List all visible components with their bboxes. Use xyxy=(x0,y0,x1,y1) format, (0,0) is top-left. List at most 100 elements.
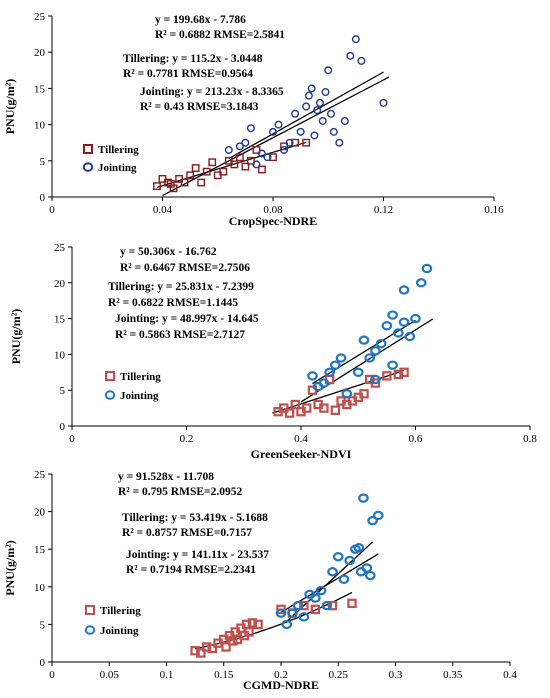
data-point xyxy=(290,399,300,410)
data-point xyxy=(201,642,212,652)
legend-swatch xyxy=(82,162,94,172)
data-point xyxy=(280,142,288,151)
y-tick-label: 10 xyxy=(34,120,46,132)
data-point xyxy=(340,116,349,125)
equation-text: R² = 0.7781 RMSE=0.9564 xyxy=(123,68,253,80)
data-point xyxy=(241,162,250,171)
x-tick-label: 0 xyxy=(49,204,55,216)
data-point xyxy=(197,178,206,187)
data-point xyxy=(399,367,409,378)
data-point xyxy=(398,317,410,327)
x-axis-label: CropSpec-NDRE xyxy=(229,214,317,228)
data-point xyxy=(346,51,355,60)
data-point xyxy=(387,360,398,370)
data-point xyxy=(318,116,327,125)
data-point xyxy=(275,608,287,618)
equation-text: y = 91.528x - 11.708 xyxy=(118,471,214,483)
data-point xyxy=(230,160,239,169)
data-point xyxy=(296,127,305,136)
data-point xyxy=(315,585,327,596)
data-point xyxy=(302,102,311,111)
data-point xyxy=(244,627,254,637)
data-point xyxy=(279,403,289,413)
data-point xyxy=(287,608,298,618)
legend-swatch xyxy=(104,390,116,400)
equation-text: R² = 0.795 RMSE=2.0952 xyxy=(118,486,242,498)
x-tick-label: 0.4 xyxy=(294,433,308,445)
equation-text: Tillering: y = 115.2x - 3.0448 xyxy=(123,53,263,65)
data-point xyxy=(382,371,392,381)
y-tick-label: 10 xyxy=(34,582,46,594)
legend-swatch xyxy=(105,371,115,381)
data-point xyxy=(202,167,211,176)
x-tick-label: 0.1 xyxy=(160,669,174,681)
data-point xyxy=(180,178,189,187)
data-point xyxy=(313,106,322,115)
data-point xyxy=(291,109,300,118)
x-tick-label: 0.8 xyxy=(523,433,537,445)
data-point xyxy=(353,542,365,553)
x-tick-label: 0.35 xyxy=(443,669,463,681)
equation-text: Tillering: y = 25.831x - 7.2399 xyxy=(108,281,254,293)
data-point xyxy=(190,646,200,656)
data-point xyxy=(291,138,299,147)
data-point xyxy=(364,353,375,363)
data-point xyxy=(224,145,233,154)
data-point xyxy=(344,555,355,566)
y-tick-label: 25 xyxy=(34,11,46,23)
data-point xyxy=(373,510,384,521)
y-tick-label: 15 xyxy=(54,314,66,326)
data-point xyxy=(421,263,433,274)
data-point xyxy=(338,574,350,584)
equation-text: R² = 0.6822 RMSE=1.1445 xyxy=(108,297,238,309)
data-point xyxy=(358,335,370,345)
data-point xyxy=(186,171,195,180)
data-point xyxy=(347,598,357,609)
data-point xyxy=(310,131,319,140)
data-point xyxy=(357,56,366,65)
equation-text: y = 199.68x - 7.786 xyxy=(155,14,246,26)
data-point xyxy=(330,405,341,415)
chart-1: 0 5 10 15 20 25 0 0.04 0.08 0.12 0.16 CropSpec-NDRE… xyxy=(3,11,504,228)
data-point xyxy=(207,643,217,654)
y-tick-label: 5 xyxy=(40,156,46,168)
data-point xyxy=(310,593,321,603)
data-point xyxy=(285,138,294,147)
equation-text: R² = 0.6882 RMSE=2.5841 xyxy=(155,29,285,41)
y-tick-label: 20 xyxy=(34,507,46,519)
data-point xyxy=(191,164,200,172)
legend-swatch xyxy=(84,625,96,635)
data-point xyxy=(281,619,293,630)
equation-text: Jointing: y = 141.11x - 23.537 xyxy=(126,549,269,561)
fit-line xyxy=(162,76,390,197)
y-tick-label: 5 xyxy=(60,385,66,397)
data-point xyxy=(252,146,261,154)
data-point xyxy=(208,158,217,167)
data-point xyxy=(292,600,304,611)
data-point xyxy=(324,367,335,377)
data-point xyxy=(221,642,231,652)
data-point xyxy=(153,182,161,191)
x-tick-label: 0.2 xyxy=(180,433,194,445)
data-point xyxy=(246,124,255,133)
y-tick-label: 20 xyxy=(54,278,66,290)
x-tick-label: 0.16 xyxy=(484,204,504,216)
data-point xyxy=(352,367,364,377)
x-tick-label: 0.05 xyxy=(100,669,120,681)
data-point xyxy=(370,374,381,385)
legend-label: Tillering xyxy=(120,371,161,383)
x-tick-label: 0.6 xyxy=(409,433,423,445)
fit-line xyxy=(312,319,416,385)
legend-label: Tillering xyxy=(100,605,141,617)
y-axis-label: PNU(g/m²) xyxy=(3,79,17,135)
data-point xyxy=(196,648,206,658)
data-point xyxy=(302,138,311,147)
x-axis-label: CGMD-NDRE xyxy=(243,678,319,692)
data-point xyxy=(410,313,421,324)
data-point xyxy=(381,321,393,331)
data-point xyxy=(335,353,347,363)
y-tick-label: 5 xyxy=(40,619,46,631)
equation-text: R² = 0.43 RMSE=3.1843 xyxy=(140,101,259,113)
data-point xyxy=(269,127,278,136)
equation-text: y = 50.306x - 16.762 xyxy=(120,246,217,258)
